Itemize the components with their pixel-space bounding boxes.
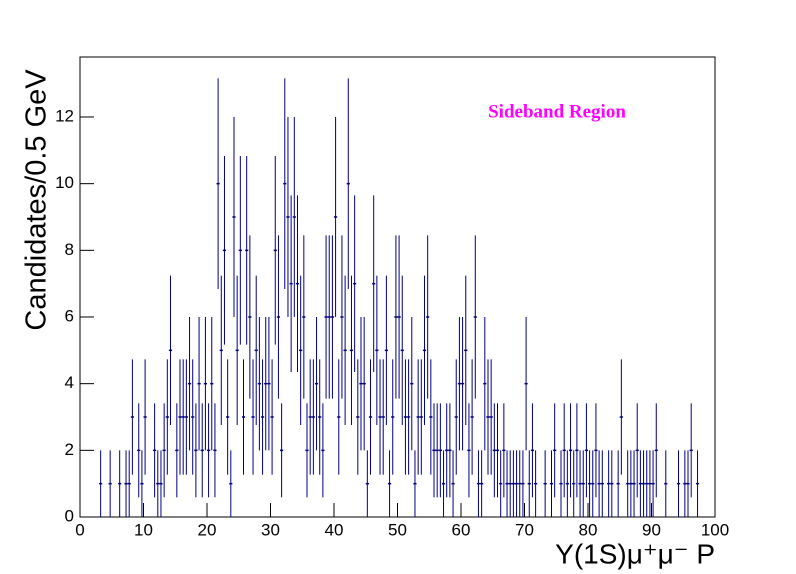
x-tick-label: 50 (388, 520, 407, 539)
x-tick-label: 0 (75, 520, 84, 539)
y-tick-label: 10 (55, 173, 74, 192)
x-tick-label: 10 (134, 520, 153, 539)
y-tick-label: 0 (65, 506, 74, 525)
x-tick-label: 80 (579, 520, 598, 539)
x-tick-label: 40 (325, 520, 344, 539)
x-tick-label: 20 (198, 520, 217, 539)
plot-frame (79, 56, 716, 518)
x-tick-label: 60 (452, 520, 471, 539)
y-tick-label: 12 (55, 106, 74, 125)
y-axis-title: Candidates/0.5 GeV (21, 69, 53, 331)
y-tick-label: 8 (65, 240, 74, 259)
y-tick-label: 6 (65, 306, 74, 325)
annotation: Sideband Region (488, 101, 626, 122)
x-tick-label: 30 (261, 520, 280, 539)
y-tick-label: 4 (65, 373, 74, 392)
x-tick-label: 100 (701, 520, 729, 539)
x-axis-title: Υ(1S)μ⁺μ⁻ P (555, 538, 715, 569)
x-tick-label: 70 (515, 520, 534, 539)
x-tick-label: 90 (642, 520, 661, 539)
y-tick-label: 2 (65, 440, 74, 459)
